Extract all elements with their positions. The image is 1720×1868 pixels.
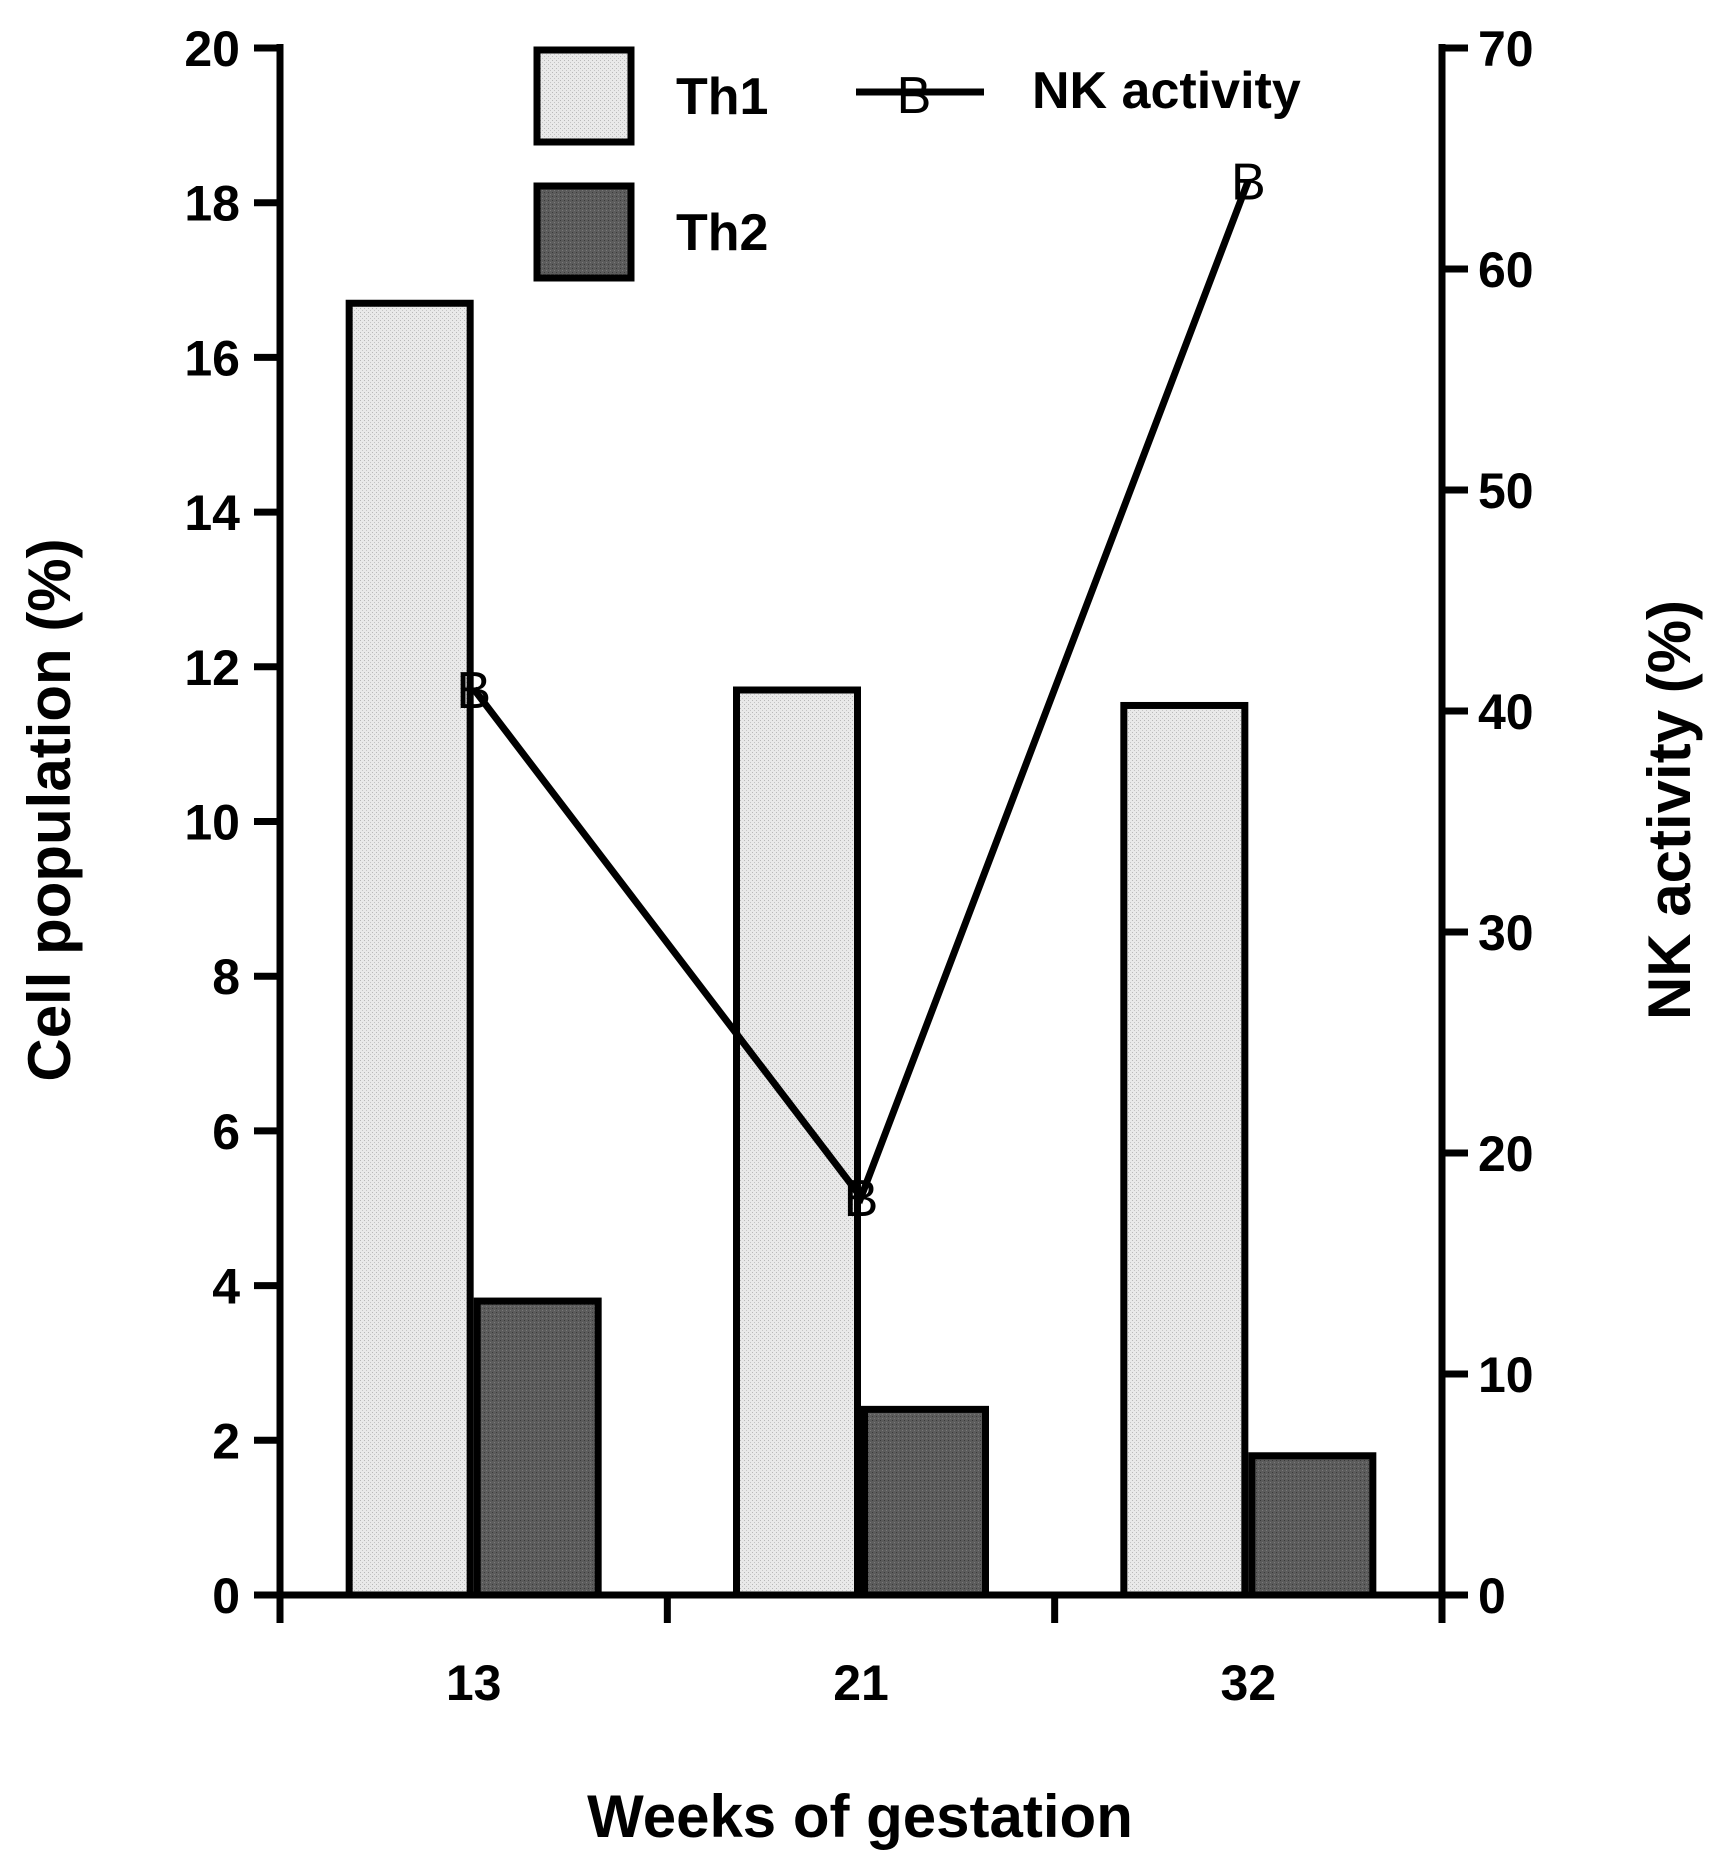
y2-tick-label: 70 (1478, 21, 1534, 77)
y2-tick-label: 20 (1478, 1126, 1534, 1182)
bar-th2-32 (1248, 1452, 1377, 1599)
legend-swatch-th1 (533, 46, 635, 146)
y2-tick-label: 50 (1478, 463, 1534, 519)
bar-th2-21 (861, 1405, 989, 1599)
legend-label-th1: Th1 (676, 68, 768, 126)
legend-swatch-th2 (533, 182, 635, 282)
y-axis-title: Cell population (%) (16, 538, 83, 1081)
y-tick-label: 14 (184, 485, 240, 541)
y2-tick-label: 0 (1478, 1568, 1506, 1624)
plot-area: 0 2 4 6 8 10 12 14 16 18 20 0 10 20 30 40 50 60 70 13 21 32 B B… (184, 21, 1533, 1711)
y2-axis-title: NK activity (%) (1636, 600, 1703, 1020)
x-axis-title: Weeks of gestation (587, 1783, 1133, 1850)
y-tick-label: 12 (184, 640, 240, 696)
y2-tick-label: 30 (1478, 905, 1534, 961)
y-tick-label: 20 (184, 21, 240, 77)
y-tick-label: 8 (212, 949, 240, 1005)
x-tick-label: 32 (1221, 1655, 1277, 1711)
bar-th1-32 (1120, 701, 1249, 1599)
legend: Th1 Th2 B NK activity (533, 46, 1301, 282)
nk-marker-21: B (844, 1170, 879, 1228)
y-tick-label: 2 (212, 1413, 240, 1469)
nk-marker-13: B (456, 662, 491, 720)
y-tick-label: 10 (184, 795, 240, 851)
y-tick-label: 6 (212, 1104, 240, 1160)
y-tick-label: 0 (212, 1568, 240, 1624)
y-tick-label: 4 (212, 1259, 240, 1315)
y2-tick-label: 10 (1478, 1347, 1534, 1403)
nk-activity-line (470, 179, 1252, 1205)
y-tick-label: 16 (184, 330, 240, 386)
legend-marker-nk: B (897, 67, 932, 125)
x-tick-label: 21 (833, 1655, 889, 1711)
y2-tick-label: 60 (1478, 242, 1534, 298)
nk-marker-32: B (1231, 154, 1266, 212)
y-tick-label: 18 (184, 176, 240, 232)
legend-label-nk: NK activity (1032, 62, 1301, 120)
x-tick-label: 13 (446, 1655, 502, 1711)
legend-label-th2: Th2 (676, 204, 768, 262)
bar-th2-13 (473, 1297, 602, 1599)
bar-th1-21 (733, 686, 861, 1599)
y2-tick-label: 40 (1478, 684, 1534, 740)
bar-th1-13 (345, 299, 474, 1599)
